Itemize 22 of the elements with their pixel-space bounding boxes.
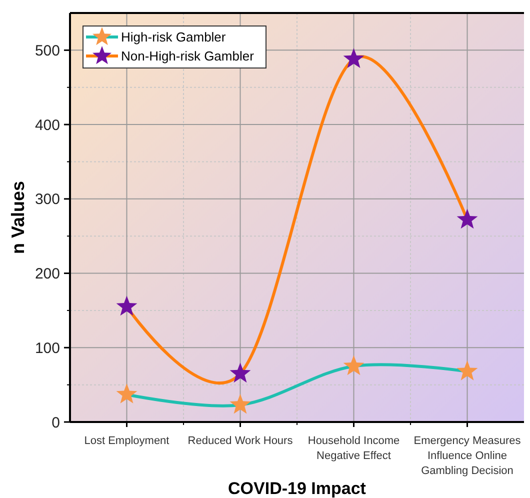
y-tick-label: 300 [34, 191, 60, 208]
y-tick-label: 0 [52, 414, 60, 432]
x-tick-label: Emergency Measures Influence Online Gambling Decision [414, 435, 522, 477]
point [116, 296, 138, 316]
x-tick-label: Lost Employment [84, 435, 170, 447]
point [230, 362, 251, 383]
y-tick-label: 500 [34, 42, 60, 60]
y-axis-title: n Values [8, 180, 28, 254]
point [343, 355, 364, 376]
y-tick-label: 200 [34, 266, 60, 283]
point [116, 383, 138, 404]
x-tick-label: Reduced Work Hours [188, 435, 294, 447]
point [456, 360, 478, 380]
legend-label: High-risk Gambler [121, 30, 226, 45]
legend-label: Non-High-risk Gambler [121, 48, 255, 64]
point [343, 48, 364, 68]
x-axis-title: COVID-19 Impact [228, 479, 366, 498]
point [456, 208, 478, 229]
y-tick-label: 400 [34, 116, 60, 134]
x-tick-label: Household Income Negative Effect [308, 435, 400, 462]
y-tick-label: 100 [34, 340, 60, 357]
point [230, 394, 251, 414]
